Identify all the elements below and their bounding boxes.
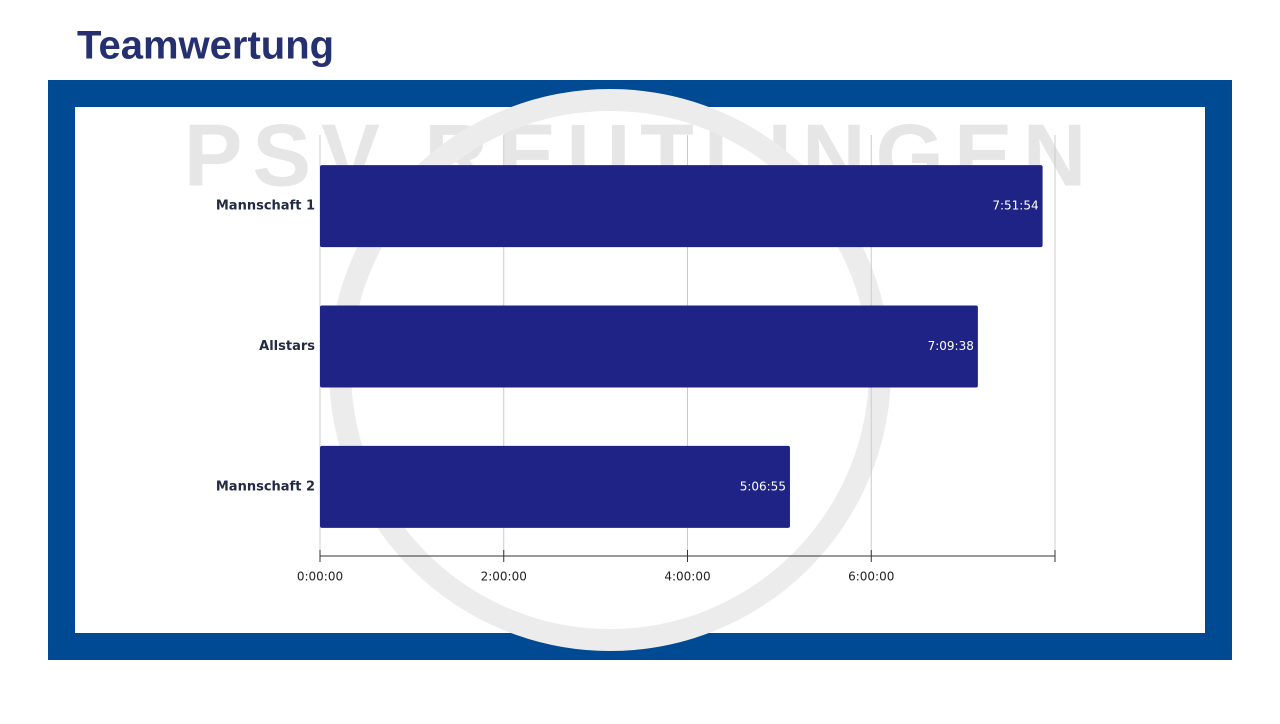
value-label: 5:06:55 — [740, 479, 786, 493]
bar — [320, 305, 978, 388]
bar — [320, 165, 1043, 248]
value-label: 7:51:54 — [992, 199, 1038, 213]
y-tick-label: Allstars — [259, 339, 315, 354]
chart-title: Teamwertung — [77, 24, 334, 68]
value-label: 7:09:38 — [928, 339, 974, 353]
y-tick-label: Mannschaft 2 — [216, 479, 315, 494]
x-tick-label: 6:00:00 — [848, 570, 894, 584]
x-tick-label: 2:00:00 — [481, 570, 527, 584]
x-tick-label: 0:00:00 — [297, 570, 343, 584]
bar — [320, 445, 790, 528]
x-tick-label: 4:00:00 — [664, 570, 710, 584]
y-tick-label: Mannschaft 1 — [216, 199, 315, 214]
